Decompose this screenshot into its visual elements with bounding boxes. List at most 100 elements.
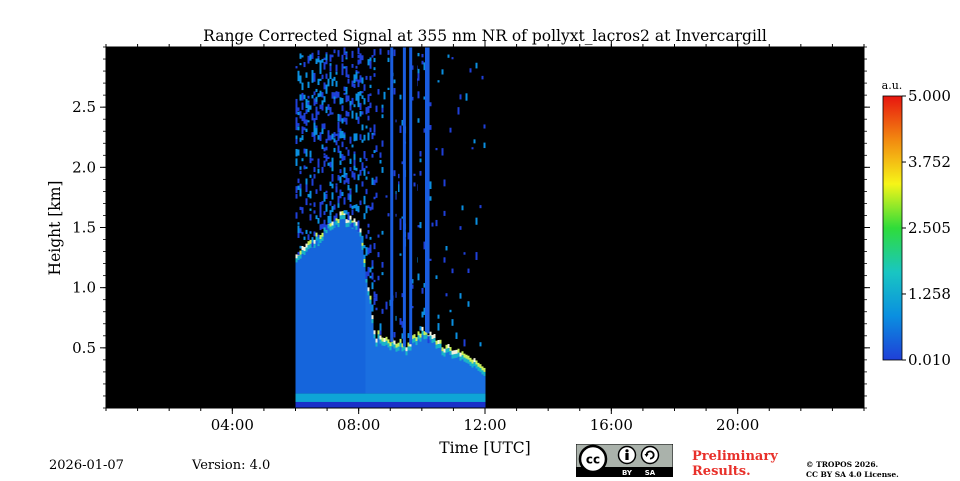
- noise-speck: [313, 167, 316, 173]
- noise-speck: [303, 236, 306, 240]
- noise-speck: [327, 215, 330, 223]
- noise-speck: [361, 162, 364, 168]
- noise-speck: [407, 333, 410, 339]
- layer-top-edge: [461, 351, 464, 356]
- noise-speck: [367, 132, 370, 141]
- noise-speck: [355, 184, 358, 193]
- noise-speck: [303, 118, 306, 124]
- noise-speck: [413, 182, 416, 187]
- noise-speck: [323, 153, 326, 156]
- noise-speck: [369, 236, 372, 240]
- signal-column: [455, 351, 458, 394]
- noise-speck: [303, 115, 306, 121]
- layer-top-transition: [313, 243, 316, 248]
- noise-speck: [321, 166, 324, 173]
- ground-band: [463, 401, 466, 408]
- noise-speck: [295, 148, 298, 157]
- noise-speck: [321, 223, 324, 229]
- dropout-column: [396, 47, 399, 333]
- noise-speck: [335, 133, 338, 136]
- noise-speck: [319, 67, 322, 74]
- noise-speck: [361, 77, 364, 84]
- ground-band: [457, 401, 460, 408]
- noise-speck: [399, 223, 402, 231]
- layer-top-edge: [417, 331, 420, 336]
- nearfield-band: [417, 393, 420, 402]
- noise-speck: [375, 293, 378, 302]
- signal-data-region: [295, 47, 486, 408]
- y-tick-label: 1.5: [72, 219, 96, 237]
- noise-speck: [331, 94, 334, 99]
- signal-column: [337, 221, 340, 394]
- layer-top-edge: [307, 241, 310, 246]
- noise-speck: [317, 237, 320, 245]
- noise-speck: [333, 97, 336, 104]
- noise-speck: [301, 207, 304, 214]
- nearfield-band: [423, 393, 426, 402]
- noise-speck: [309, 231, 312, 234]
- noise-speck: [373, 196, 376, 200]
- layer-top-transition: [419, 337, 422, 342]
- layer-top-edge: [451, 350, 454, 355]
- ground-band: [465, 401, 468, 408]
- layer-top-edge: [455, 349, 458, 354]
- noise-speck: [313, 78, 316, 82]
- ground-band: [337, 401, 340, 408]
- noise-speck: [353, 83, 356, 88]
- noise-speck: [359, 134, 362, 141]
- noise-speck: [363, 213, 366, 220]
- noise-speck: [377, 89, 380, 95]
- signal-column: [345, 221, 348, 394]
- noise-speck: [387, 87, 390, 90]
- noise-speck: [307, 85, 310, 88]
- layer-top-edge: [309, 239, 312, 244]
- noise-speck: [317, 135, 320, 140]
- x-tick-label: 16:00: [590, 416, 633, 434]
- layer-top-edge: [433, 334, 436, 339]
- noise-speck: [337, 203, 340, 208]
- noise-speck: [361, 111, 364, 115]
- noise-speck: [385, 195, 388, 198]
- noise-speck: [299, 63, 302, 66]
- ground-band: [479, 401, 482, 408]
- noise-speck: [357, 59, 360, 65]
- layer-top-transition: [329, 226, 332, 231]
- noise-speck: [335, 186, 338, 193]
- noise-speck: [387, 57, 390, 63]
- noise-speck: [335, 213, 338, 219]
- noise-speck: [363, 169, 366, 176]
- layer-top-transition: [435, 344, 438, 349]
- nearfield-band: [343, 393, 346, 402]
- noise-speck: [365, 107, 368, 115]
- noise-speck: [345, 147, 348, 150]
- noise-speck: [341, 191, 344, 197]
- noise-speck: [329, 210, 332, 216]
- noise-speck: [381, 106, 384, 113]
- noise-speck: [387, 50, 390, 55]
- noise-speck: [301, 82, 304, 91]
- layer-top-edge: [413, 334, 416, 339]
- noise-speck: [323, 147, 326, 152]
- noise-speck: [369, 60, 372, 69]
- noise-speck: [357, 205, 360, 212]
- noise-speck: [297, 185, 300, 190]
- noise-speck: [401, 333, 404, 339]
- noise-speck: [329, 181, 332, 187]
- layer-top-transition: [409, 346, 412, 351]
- noise-speck: [343, 180, 346, 185]
- layer-top-transition: [479, 368, 482, 373]
- noise-speck: [305, 178, 308, 185]
- signal-column: [417, 333, 420, 394]
- layer-top-transition: [339, 215, 342, 220]
- noise-speck: [419, 158, 422, 163]
- signal-column: [443, 350, 446, 394]
- ground-band: [439, 401, 442, 408]
- signal-column: [483, 369, 486, 394]
- cloud-column: [424, 47, 428, 333]
- layer-top-edge: [453, 350, 456, 355]
- noise-speck: [451, 319, 454, 326]
- nearfield-band: [399, 393, 402, 402]
- layer-top-edge: [331, 221, 334, 226]
- noise-speck: [311, 113, 314, 121]
- x-tick-label: 08:00: [337, 416, 380, 434]
